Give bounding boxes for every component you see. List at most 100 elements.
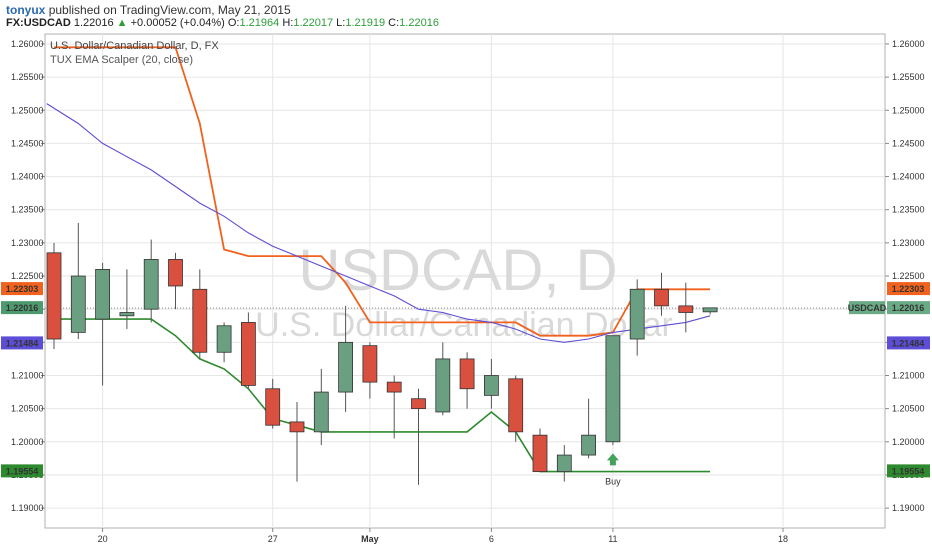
candle-down [459,352,475,409]
price-label-text: 1.22303 [6,284,39,294]
candle-up [629,279,645,356]
y-tick-label-right: 1.23500 [892,205,925,215]
buy-label: Buy [605,476,621,486]
candle-down [532,428,548,473]
candle-body [70,275,86,333]
price-label-right: 1.21484 [887,336,930,350]
candle-up [581,398,596,459]
price-label-right: 1.22303 [887,282,930,296]
price-label-left: 1.19554 [1,464,43,478]
last-price: 1.22016 [73,17,114,29]
publish-line: tonyux published on TradingView.com, May… [6,3,291,17]
candle-down [362,342,378,399]
candle-body [459,358,475,390]
price-label-bg [1,464,43,478]
y-tick-label-left: 1.20500 [11,404,44,414]
candle-body [508,378,524,433]
close-value: 1.22016 [399,17,439,29]
watermark-symbol: USDCAD, D [298,238,617,303]
candle-up [605,335,621,446]
symbol-price-label: USDCAD 1.22016 [848,301,930,315]
low-value: 1.21919 [345,17,386,29]
candle-body [313,391,329,433]
candle-down [46,242,62,349]
y-tick-label-right: 1.25500 [892,72,925,82]
candle-down [654,272,669,316]
symbol-label-bg [849,301,885,315]
up-arrow-icon: ▲ [116,17,128,29]
price-label-text: 1.21484 [6,338,39,348]
y-tick-label-left: 1.20000 [11,437,44,447]
candle-up [702,307,718,315]
candle-body [483,375,499,396]
x-tick-label: 20 [98,534,108,544]
price-label-bg [887,464,930,478]
candle-down [265,378,281,429]
x-tick-label: 11 [608,534,617,544]
candle-up [70,222,86,340]
candle-up [119,269,135,330]
low-label: L: [336,17,346,29]
candle-body [702,307,718,313]
ema-line [46,103,711,343]
plot-frame [44,33,886,529]
y-tick-label-right: 1.22500 [892,271,925,281]
high-label: H: [282,17,294,29]
price-label-bg [1,301,43,315]
candle-body [216,325,232,353]
y-tick-label-right: 1.24500 [892,138,925,148]
price-label-right: 1.19554 [887,464,930,478]
y-tick-label-right: 1.21000 [892,370,925,380]
price-labels: 1.22303 1.22303 1.22016 1.21484 1.21484 1.195… [1,282,930,478]
candle-body [168,259,183,287]
price-label-bg [1,336,43,350]
current-price-bg [887,301,930,315]
y-tick-label-left: 1.24500 [11,138,44,148]
candle-body [556,454,572,473]
candle-up [435,342,451,416]
high-value: 1.22017 [293,17,334,29]
y-tick-label-left: 1.22500 [11,271,44,281]
chart-header: tonyux published on TradingView.com, May… [0,0,932,34]
y-tick-label-right: 1.25000 [892,105,925,115]
symbol-label-text: USDCAD [848,303,887,313]
candle-body [435,358,451,413]
buy-arrow-icon [606,453,619,466]
price-label-text: 1.19554 [892,466,925,476]
candle-up [216,322,232,363]
candle-body [119,312,135,317]
indicator-legend[interactable]: TUX EMA Scalper (20, close) [50,54,194,66]
candle-body [411,398,426,410]
candle-body [362,345,378,383]
candle-body [143,259,159,310]
y-tick-label-left: 1.21000 [11,370,44,380]
y-tick-label-left: 1.23500 [11,205,44,215]
x-tick-label: 6 [489,534,494,544]
candle-body [265,388,281,426]
price-label-text: 1.22016 [6,303,39,313]
price-label-bg [1,282,43,296]
candle-down [386,375,402,439]
candle-body [605,335,621,443]
chart-annotations: Buy [605,453,621,486]
x-tick-label: 18 [778,534,788,544]
candle-down [508,375,524,442]
candle-up [95,262,110,386]
quote-line: FX:USDCAD 1.22016 ▲ +0.00052 (+0.04%) O:… [6,17,439,29]
y-tick-label-right: 1.26000 [892,39,925,49]
price-label-left: 1.22303 [1,282,43,296]
candle-body [581,434,596,456]
watermark-name: U.S. Dollar/Canadian Dollar [255,306,673,344]
y-tick-label-left: 1.25500 [11,72,44,82]
y-tick-label-right: 1.19000 [892,503,925,513]
pane-title: U.S. Dollar/Canadian Dollar, D, FX [50,40,219,52]
indicator-lines [46,46,711,473]
open-label: O: [227,17,240,29]
author-name[interactable]: tonyux [6,3,46,17]
candle-up [338,305,354,412]
candle-up [313,368,329,446]
buy-signal: Buy [605,453,621,486]
candle-body [338,341,354,393]
price-label-left: 1.21484 [1,336,43,350]
